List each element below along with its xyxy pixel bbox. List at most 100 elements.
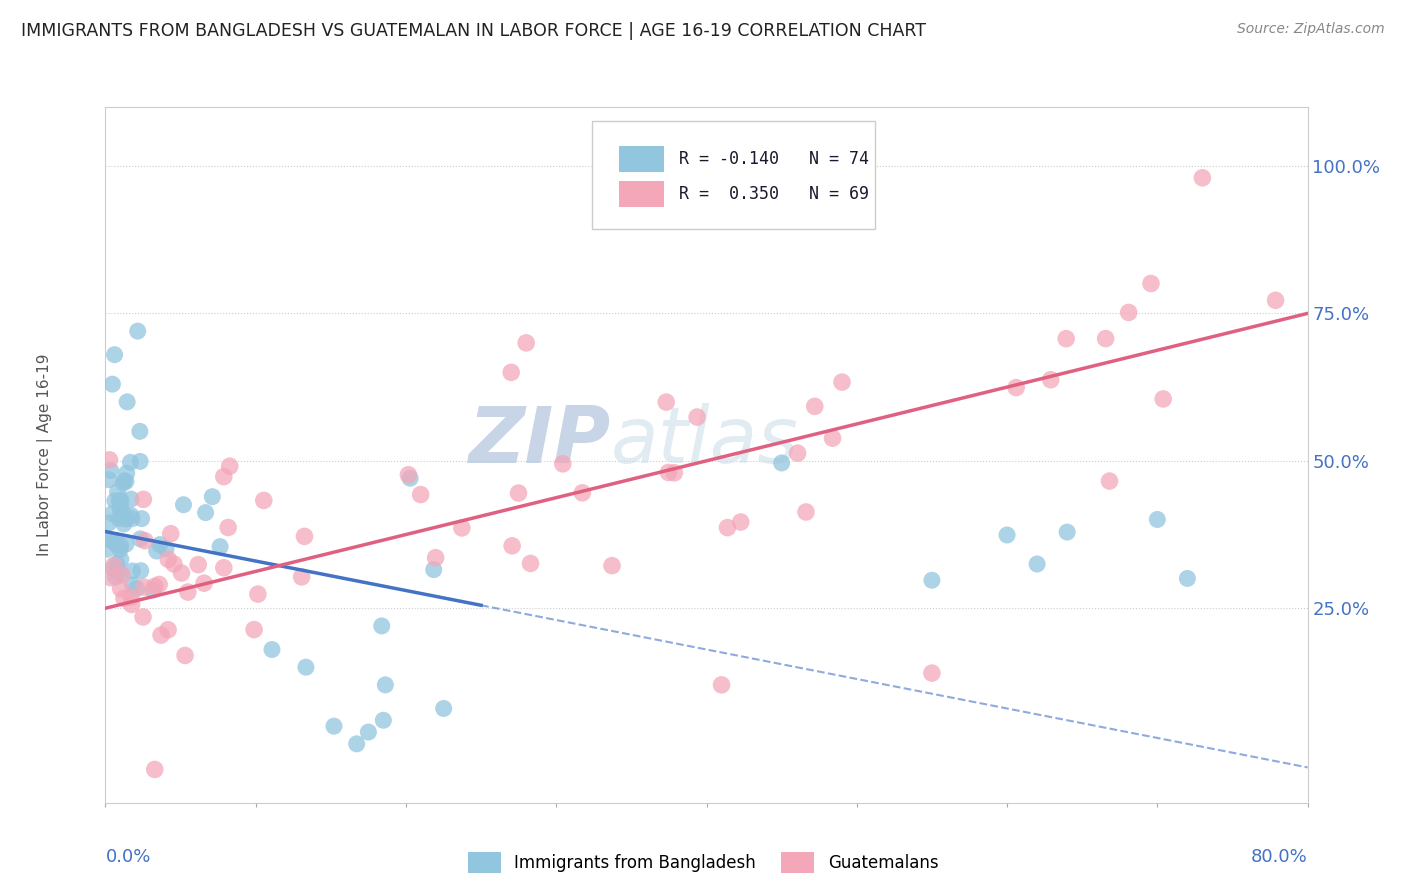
Point	[515, 335, 537, 350]
Point	[132, 492, 155, 507]
Point	[1191, 170, 1213, 185]
Point	[396, 467, 419, 482]
FancyBboxPatch shape	[592, 121, 875, 229]
Point	[373, 713, 395, 727]
Point	[399, 471, 422, 485]
Text: R = -0.140   N = 74: R = -0.140 N = 74	[679, 150, 869, 169]
Point	[103, 558, 125, 573]
Point	[97, 532, 120, 546]
Point	[551, 457, 574, 471]
Point	[803, 400, 825, 414]
Point	[127, 324, 149, 338]
Point	[120, 492, 142, 507]
Point	[114, 512, 136, 526]
Point	[112, 591, 135, 606]
Point	[657, 466, 679, 480]
Point	[571, 485, 593, 500]
Point	[209, 540, 232, 554]
Point	[194, 506, 217, 520]
Text: ZIP: ZIP	[468, 403, 610, 479]
Point	[157, 552, 180, 566]
Point	[716, 520, 738, 534]
Point	[128, 425, 150, 439]
Point	[217, 520, 239, 534]
Point	[121, 578, 143, 592]
Point	[149, 538, 172, 552]
Point	[1146, 512, 1168, 526]
Point	[770, 456, 793, 470]
Text: 80.0%: 80.0%	[1251, 848, 1308, 866]
Point	[1026, 557, 1049, 571]
Point	[201, 490, 224, 504]
Point	[371, 619, 394, 633]
Point	[108, 542, 131, 557]
Point	[155, 541, 177, 556]
Point	[1175, 571, 1198, 585]
Point	[655, 395, 678, 409]
Point	[115, 475, 138, 489]
Point	[786, 446, 808, 460]
Point	[112, 474, 135, 488]
Point	[96, 542, 118, 557]
Point	[98, 453, 121, 467]
Point	[1118, 305, 1140, 319]
Point	[103, 561, 125, 575]
Point	[129, 454, 152, 468]
Point	[995, 528, 1018, 542]
Point	[110, 502, 132, 516]
Point	[131, 511, 153, 525]
Point	[110, 539, 132, 553]
Point	[260, 642, 283, 657]
Point	[508, 486, 530, 500]
Point	[104, 533, 127, 548]
Point	[157, 623, 180, 637]
Point	[600, 558, 623, 573]
Point	[101, 507, 124, 521]
Text: IMMIGRANTS FROM BANGLADESH VS GUATEMALAN IN LABOR FORCE | AGE 16-19 CORRELATION : IMMIGRANTS FROM BANGLADESH VS GUATEMALAN…	[21, 22, 927, 40]
Point	[104, 493, 127, 508]
Point	[1140, 277, 1163, 291]
Point	[501, 365, 523, 379]
Point	[125, 582, 148, 596]
Point	[1152, 392, 1174, 406]
Point	[105, 563, 128, 577]
Point	[110, 497, 132, 511]
Point	[794, 505, 817, 519]
Point	[451, 521, 474, 535]
Point	[409, 487, 432, 501]
Point	[120, 591, 142, 605]
Point	[97, 516, 120, 530]
FancyBboxPatch shape	[619, 181, 665, 207]
Point	[664, 466, 686, 480]
Legend: Immigrants from Bangladesh, Guatemalans: Immigrants from Bangladesh, Guatemalans	[461, 846, 945, 880]
Point	[1056, 525, 1078, 540]
Point	[519, 557, 541, 571]
Point	[134, 533, 156, 548]
Point	[173, 498, 195, 512]
Text: atlas: atlas	[610, 403, 799, 479]
Point	[112, 507, 135, 521]
Point	[433, 701, 456, 715]
Point	[143, 579, 166, 593]
Point	[1094, 332, 1116, 346]
Point	[121, 598, 143, 612]
Point	[100, 463, 122, 477]
FancyBboxPatch shape	[619, 146, 665, 172]
Point	[108, 493, 131, 508]
Point	[253, 493, 276, 508]
Point	[218, 459, 240, 474]
Point	[174, 648, 197, 663]
Point	[120, 455, 142, 469]
Point	[143, 763, 166, 777]
Point	[132, 580, 155, 594]
Point	[212, 469, 235, 483]
Text: Source: ZipAtlas.com: Source: ZipAtlas.com	[1237, 22, 1385, 37]
Point	[121, 512, 143, 526]
Point	[193, 576, 215, 591]
Point	[107, 484, 129, 499]
Point	[422, 563, 444, 577]
Point	[1005, 381, 1028, 395]
Point	[115, 537, 138, 551]
Point	[246, 587, 269, 601]
Point	[921, 573, 943, 587]
